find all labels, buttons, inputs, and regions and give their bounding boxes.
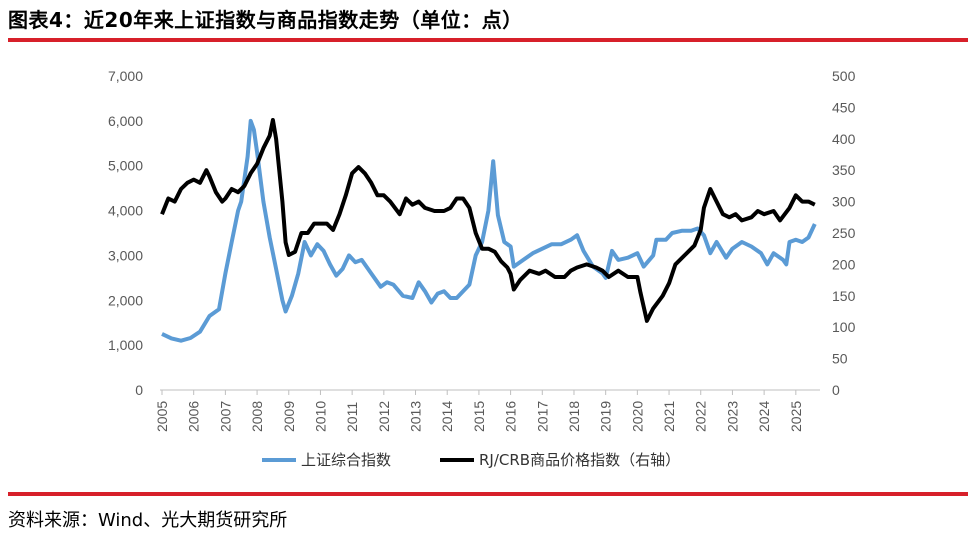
legend-label-shanghai: 上证综合指数 [301, 451, 391, 469]
x-tick-label: 2018 [566, 401, 582, 432]
x-tick-label: 2020 [629, 401, 645, 432]
y-left-tick-label: 4,000 [108, 203, 143, 219]
y-left-tick-label: 6,000 [108, 113, 143, 129]
y-right-tick-label: 350 [832, 162, 856, 178]
x-tick-label: 2007 [217, 401, 233, 432]
series-shanghai-index-line [161, 118, 817, 343]
y-right-tick-label: 150 [832, 288, 856, 304]
x-tick-label: 2024 [756, 401, 772, 432]
y-right-tick-label: 200 [832, 256, 856, 272]
y-right-tick-label: 450 [832, 99, 856, 115]
x-tick-label: 2021 [661, 401, 677, 432]
x-tick-label: 2012 [376, 401, 392, 432]
y-left-tick-label: 5,000 [108, 158, 143, 174]
x-tick-label: 2009 [281, 401, 297, 432]
y-left-tick-label: 2,000 [108, 292, 143, 308]
y-left-tick-label: 7,000 [108, 68, 143, 84]
x-axis: 2005 2006 2007 2008 2009 2010 2011 2012 2013 2014… [154, 390, 804, 432]
y-right-tick-label: 500 [832, 68, 856, 84]
x-tick-label: 2022 [693, 401, 709, 432]
x-tick-label: 2011 [344, 402, 360, 432]
source-note: 资料来源：Wind、光大期货研究所 [8, 510, 288, 531]
x-tick-label: 2025 [788, 401, 804, 432]
y-right-tick-label: 400 [832, 131, 856, 147]
right-axis: 0 50 100 150 200 250 300 350 400 450 500 [832, 68, 856, 398]
y-left-tick-label: 0 [135, 382, 143, 398]
y-left-tick-label: 3,000 [108, 247, 143, 263]
y-right-tick-label: 100 [832, 319, 856, 335]
x-tick-label: 2005 [154, 401, 170, 432]
y-right-tick-label: 50 [832, 351, 848, 367]
x-tick-label: 2006 [186, 401, 202, 432]
y-right-tick-label: 250 [832, 225, 856, 241]
legend-label-crb: RJ/CRB商品价格指数（右轴） [479, 451, 680, 469]
x-tick-label: 2015 [471, 401, 487, 432]
y-left-tick-label: 1,000 [108, 337, 143, 353]
x-tick-label: 2019 [598, 401, 614, 432]
x-tick-label: 2013 [408, 401, 424, 432]
series-crb-index-line [160, 118, 816, 323]
x-tick-label: 2017 [534, 401, 550, 432]
chart-title: 图表4：近20年来上证指数与商品指数走势（单位：点） [8, 8, 523, 32]
x-tick-label: 2010 [312, 401, 328, 432]
top-rule [8, 38, 968, 42]
y-right-tick-label: 300 [832, 194, 856, 210]
x-tick-label: 2016 [503, 401, 519, 432]
legend: 上证综合指数 RJ/CRB商品价格指数（右轴） [262, 451, 680, 469]
x-tick-label: 2008 [249, 401, 265, 432]
left-axis: 0 1,000 2,000 3,000 4,000 5,000 6,000 7,000 [108, 68, 143, 398]
x-tick-label: 2014 [439, 401, 455, 432]
x-tick-label: 2023 [724, 401, 740, 432]
y-right-tick-label: 0 [832, 382, 840, 398]
bottom-rule [8, 492, 968, 496]
